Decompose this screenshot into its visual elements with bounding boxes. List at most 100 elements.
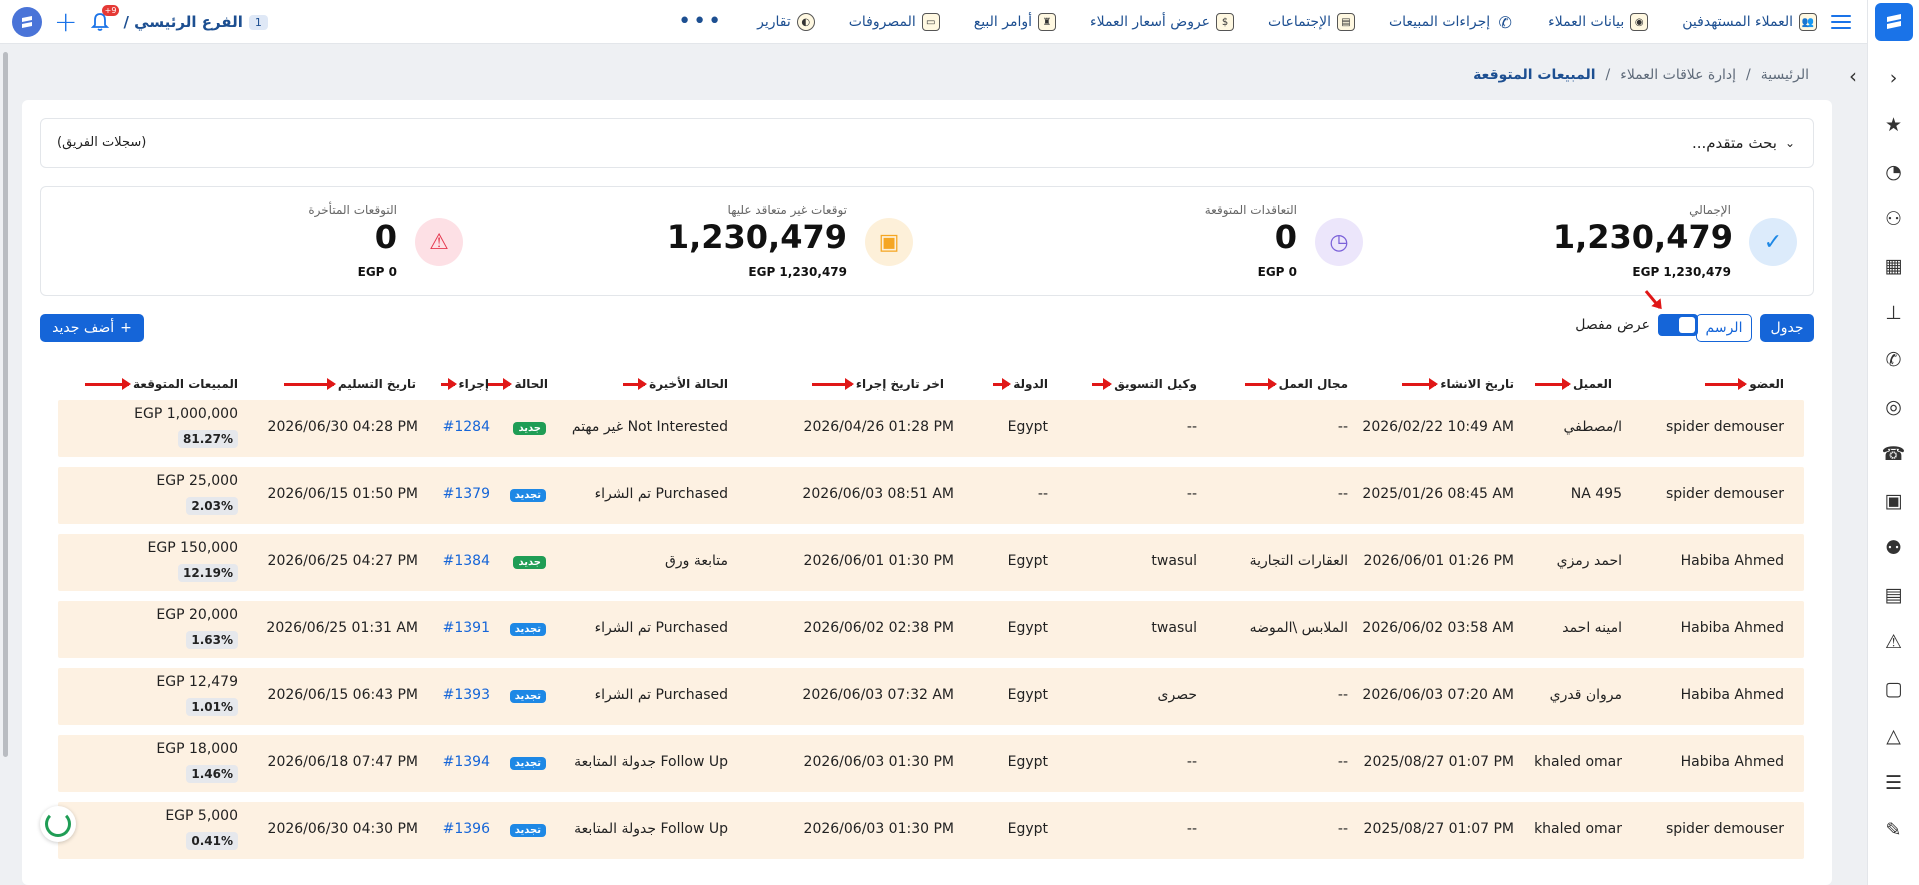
- notifications-bell-icon[interactable]: +9: [89, 5, 120, 33]
- nav-client-data[interactable]: ◉ بيانات العملاء: [1548, 13, 1649, 31]
- nav-reports[interactable]: ◐ تقارير: [757, 13, 815, 31]
- nav-meetings[interactable]: ▤ الإجتماعات: [1268, 13, 1355, 31]
- nav-quotes[interactable]: $ عروض أسعار العملاء: [1090, 13, 1235, 31]
- col-agent[interactable]: وكيل التسويق: [1092, 377, 1197, 391]
- col-field[interactable]: مجال العمل: [1244, 377, 1348, 391]
- cell-created: 2025/08/27 01:07 PM: [1363, 821, 1514, 837]
- pen-icon[interactable]: ✎: [1885, 819, 1902, 841]
- table-row[interactable]: Habiba Ahmed مروان قدري 2026/06/03 07:20 A…: [58, 668, 1804, 725]
- alert-icon[interactable]: ⚠: [1884, 631, 1903, 653]
- star-icon[interactable]: ★: [1884, 114, 1903, 136]
- cell-field: --: [1337, 821, 1348, 837]
- phone-call-icon[interactable]: ✆: [1885, 349, 1902, 371]
- table-row[interactable]: Habiba Ahmed khaled omar 2025/08/27 01:07 …: [58, 735, 1804, 792]
- col-client[interactable]: العميل: [1534, 377, 1612, 391]
- chevron-left-icon[interactable]: ‹: [1889, 67, 1898, 89]
- cell-delivery: 2026/06/15 06:43 PM: [267, 687, 418, 703]
- col-status[interactable]: الحالة: [488, 377, 548, 391]
- check-icon: ✓: [1749, 218, 1797, 266]
- landline-icon[interactable]: ☎: [1881, 443, 1906, 465]
- col-expected[interactable]: المبيعات المتوقعة: [85, 377, 238, 391]
- action-link[interactable]: #1396: [442, 821, 490, 837]
- cell-country: Egypt: [1007, 754, 1048, 770]
- cell-agent: --: [1186, 486, 1197, 502]
- col-country[interactable]: الدولة: [993, 377, 1048, 391]
- table-row[interactable]: spider demouser khaled omar 2025/08/27 01:…: [58, 802, 1804, 859]
- breadcrumb-home[interactable]: الرئيسية: [1760, 67, 1809, 83]
- cell-member: spider demouser: [1665, 486, 1784, 502]
- quote-icon: $: [1216, 13, 1235, 31]
- user-logo-icon[interactable]: [12, 7, 42, 37]
- shapes-icon[interactable]: △: [1886, 725, 1901, 747]
- cell-country: Egypt: [1007, 620, 1048, 636]
- table-row[interactable]: spider demouser ا/مصطفي 2026/02/22 10:49 A…: [58, 400, 1804, 457]
- cell-last-status: Purchased تم الشراء: [594, 486, 728, 502]
- action-link[interactable]: #1284: [442, 419, 490, 435]
- breadcrumb-separator: /: [1746, 67, 1751, 83]
- branch-selector[interactable]: 1 الفرع الرئيسي /: [123, 13, 268, 31]
- breadcrumb-section[interactable]: إدارة علاقات العملاء: [1620, 67, 1737, 83]
- building-icon[interactable]: ▦: [1884, 255, 1903, 277]
- document-list-icon[interactable]: ☰: [1884, 772, 1903, 794]
- nav-target-clients[interactable]: 👥 العملاء المستهدفين: [1682, 13, 1817, 31]
- plus-icon: +: [120, 320, 132, 336]
- status-badge: تجديد: [509, 489, 546, 502]
- cell-member: Habiba Ahmed: [1680, 754, 1784, 770]
- target-icon[interactable]: ◎: [1885, 396, 1902, 418]
- col-last-action[interactable]: اخر تاريخ إجراء: [811, 377, 944, 391]
- cell-agent: twasul: [1151, 620, 1197, 636]
- col-member[interactable]: العضو: [1705, 377, 1784, 391]
- table-row[interactable]: spider demouser NA 495 2025/01/26 08:45 AM…: [58, 467, 1804, 524]
- cell-field: --: [1337, 419, 1348, 435]
- action-link[interactable]: #1379: [442, 486, 490, 502]
- nav-sales-orders[interactable]: ♜ أوامر البيع: [974, 13, 1057, 31]
- action-link[interactable]: #1384: [442, 553, 490, 569]
- calendar-icon[interactable]: ▣: [1884, 490, 1903, 512]
- page-scrollbar[interactable]: [3, 52, 8, 757]
- table-view-button[interactable]: جدول: [1760, 314, 1814, 342]
- table-row[interactable]: Habiba Ahmed احمد رمزي 2026/06/01 01:26 PM…: [58, 534, 1804, 591]
- table-row[interactable]: Habiba Ahmed امينه احمد 2026/06/02 03:58 A…: [58, 601, 1804, 658]
- clock-icon: ◷: [1315, 218, 1363, 266]
- table-body: spider demouser ا/مصطفي 2026/02/22 10:49 A…: [58, 400, 1804, 859]
- nav-expenses[interactable]: ▭ المصروفات: [849, 13, 940, 31]
- detailed-view-toggle[interactable]: عرض مفصل: [1575, 314, 1698, 336]
- cell-created: 2025/01/26 08:45 AM: [1362, 486, 1514, 502]
- back-chevron-icon[interactable]: ›: [1849, 64, 1857, 88]
- action-link[interactable]: #1394: [442, 754, 490, 770]
- detailed-view-switch[interactable]: [1658, 314, 1698, 336]
- action-link[interactable]: #1391: [442, 620, 490, 636]
- video-icon[interactable]: ▢: [1884, 678, 1903, 700]
- col-action[interactable]: إجراء: [440, 377, 489, 391]
- annotation-arrow: [993, 377, 1012, 390]
- cell-country: Egypt: [1007, 553, 1048, 569]
- cell-field: --: [1337, 754, 1348, 770]
- col-last-status[interactable]: الحالة الأخيرة: [623, 377, 728, 391]
- cell-last-action: 2026/06/03 07:32 AM: [802, 687, 954, 703]
- cell-last-action: 2026/04/26 01:28 PM: [803, 419, 954, 435]
- add-new-button[interactable]: + أضف جديد: [40, 314, 144, 342]
- dashboard-icon[interactable]: ◔: [1885, 161, 1902, 183]
- app-logo[interactable]: [1874, 3, 1913, 41]
- id-card-icon[interactable]: ▤: [1884, 584, 1903, 606]
- cell-client: مروان قدري: [1549, 687, 1622, 703]
- more-menu-icon[interactable]: •••: [678, 9, 724, 34]
- menu-icon[interactable]: [1831, 12, 1851, 32]
- action-link[interactable]: #1393: [442, 687, 490, 703]
- advanced-search-toggle[interactable]: ⌄ بحث متقدم...: [1691, 134, 1795, 152]
- nav-sales-actions[interactable]: ✆ إجراءات المبيعات: [1389, 13, 1514, 32]
- cell-agent: --: [1186, 754, 1197, 770]
- chart-view-button[interactable]: الرسم: [1696, 314, 1752, 342]
- cell-last-status: Purchased تم الشراء: [594, 620, 728, 636]
- expected-amount: EGP 25,000: [156, 473, 238, 489]
- team-icon[interactable]: ⚉: [1884, 537, 1903, 559]
- status-badge: جديد: [513, 556, 546, 569]
- stamp-icon[interactable]: ⊥: [1885, 302, 1902, 324]
- quick-add-icon[interactable]: +: [54, 5, 78, 38]
- users-cog-icon[interactable]: ⚇: [1884, 208, 1903, 230]
- col-created[interactable]: تاريخ الانشاء: [1402, 377, 1514, 391]
- expected-percent-badge: 81.27%: [178, 430, 238, 448]
- col-delivery[interactable]: تاريخ التسليم: [283, 377, 416, 391]
- top-bar: 👥 العملاء المستهدفين ◉ بيانات العملاء ✆ إجر…: [0, 0, 1867, 44]
- cell-member: Habiba Ahmed: [1680, 687, 1784, 703]
